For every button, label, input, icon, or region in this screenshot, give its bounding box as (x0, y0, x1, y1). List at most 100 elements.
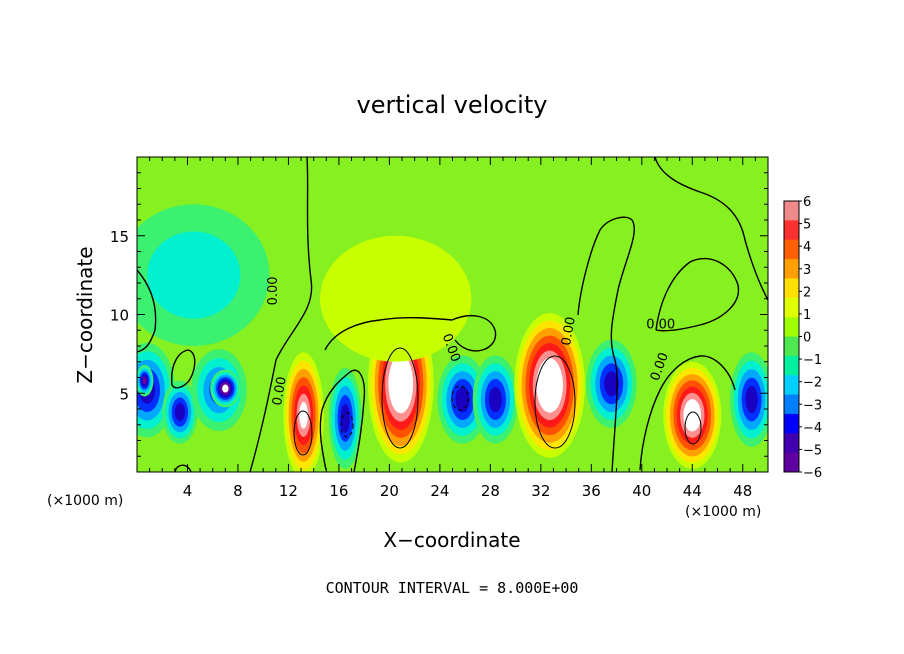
colorbar-tick-label: 3 (803, 263, 811, 278)
contour-labels: 0.000.000.000.00 0.000.00 (266, 276, 675, 406)
y-axis-label: Z−coordinate (73, 246, 97, 383)
contour-line (451, 385, 469, 411)
y-tick-label: 10 (110, 307, 129, 325)
velocity-cell (162, 380, 198, 444)
x-tick-label: 12 (279, 482, 298, 500)
x-tick-label: 32 (531, 482, 550, 500)
x-tick-label: 24 (430, 482, 449, 500)
contour-line (655, 257, 740, 332)
contour-line (381, 347, 419, 449)
colorbar-tick-label: 2 (803, 285, 811, 300)
velocity-band (299, 402, 308, 429)
velocity-band (222, 384, 229, 393)
chart-title: vertical velocity (357, 91, 548, 119)
x-tick-label: 8 (233, 482, 243, 500)
plot-area: 0.000.000.000.00 0.000.00 (137, 157, 768, 472)
contour-label: 0.00 (266, 276, 281, 305)
velocity-band (340, 404, 350, 433)
colorbar-swatch (784, 201, 799, 221)
velocity-band (543, 373, 556, 398)
velocity-cell (586, 339, 637, 428)
contour-line (324, 314, 497, 352)
x-axis: 4 8 12 16 20 24 28 32 36 40 44 48 (149, 157, 756, 500)
x-tick-label: 4 (183, 482, 193, 500)
velocity-band (488, 386, 502, 413)
velocity-band (320, 235, 472, 362)
colorbar-tick-label: 5 (803, 218, 811, 233)
colorbar-swatch (784, 278, 799, 299)
colorbar-tick-label: −1 (803, 353, 822, 368)
contour-label: 0.00 (646, 318, 675, 333)
velocity-band (147, 231, 241, 319)
velocity-cell (514, 312, 585, 458)
colorbar-swatch (784, 259, 799, 279)
contour-line (684, 411, 702, 445)
colorbar-tick-label: −6 (803, 466, 822, 481)
x-unit-label-left: (×1000 m) (47, 493, 123, 509)
contour-line (137, 269, 157, 353)
contour-line (340, 412, 354, 438)
colorbar-swatch (784, 413, 799, 434)
colorbar-swatch (784, 394, 799, 415)
x-unit-label-right: (×1000 m) (685, 504, 761, 520)
contour-line (319, 369, 366, 472)
contour-line (249, 157, 313, 472)
contour-label: 0.00 (270, 376, 290, 407)
x-tick-label: 44 (683, 482, 702, 500)
velocity-cells (137, 204, 768, 472)
x-axis-label: X−coordinate (383, 528, 520, 552)
contour-line (654, 157, 768, 301)
contour-line (174, 464, 192, 472)
colorbar-swatch (784, 239, 799, 260)
y-tick-label: 5 (119, 385, 129, 403)
velocity-band (395, 370, 407, 397)
x-tick-label: 48 (733, 482, 752, 500)
colorbar-swatch (784, 452, 799, 473)
colorbar-tick-label: 1 (803, 308, 811, 323)
velocity-band (745, 386, 758, 414)
colorbar-tick-label: −5 (803, 443, 822, 458)
colorbar-tick-label: −4 (803, 421, 822, 436)
velocity-band (686, 405, 698, 426)
colorbar-tick-label: 6 (803, 195, 811, 210)
velocity-cell (210, 369, 241, 408)
contour-line (577, 216, 635, 472)
velocity-cell (663, 361, 722, 469)
velocity-cell (437, 355, 488, 444)
velocity-cell (137, 204, 270, 347)
velocity-band (142, 376, 147, 385)
colorbar-swatch (784, 336, 799, 357)
colorbar-tick-label: −3 (803, 398, 822, 413)
contour-line (534, 355, 576, 449)
contour-line (293, 410, 313, 456)
x-tick-label: 16 (329, 482, 348, 500)
colorbar-swatch (784, 220, 799, 241)
colorbar-tick-label: 4 (803, 240, 811, 255)
colorbar-swatch (784, 297, 799, 318)
y-axis: 5 10 15 (110, 172, 768, 457)
colorbar-swatch (784, 317, 799, 337)
velocity-cell (320, 235, 472, 362)
velocity-band (174, 403, 185, 422)
velocity-cell (283, 352, 324, 472)
y-tick-label: 15 (110, 228, 129, 246)
velocity-cell (472, 355, 519, 444)
colorbar-swatch (784, 375, 799, 395)
colorbar-tick-label: 0 (803, 331, 811, 346)
colorbar-swatch (784, 355, 799, 376)
velocity-cell (328, 368, 362, 469)
contour-line (171, 349, 196, 389)
x-tick-label: 40 (632, 482, 651, 500)
velocity-cell (137, 364, 154, 397)
x-tick-label: 36 (582, 482, 601, 500)
x-tick-label: 28 (481, 482, 500, 500)
colorbar-swatch (784, 433, 799, 454)
contour-line (639, 355, 736, 471)
colorbar: 6 5 4 3 2 1 0 −1 −2 −3 −4 −5 −6 (783, 195, 822, 481)
contour-label: 0.00 (559, 316, 579, 347)
zero-contours (137, 157, 768, 472)
velocity-band (604, 371, 619, 397)
contour-interval-note: CONTOUR INTERVAL = 8.000E+00 (326, 579, 579, 597)
velocity-cell (730, 352, 768, 447)
